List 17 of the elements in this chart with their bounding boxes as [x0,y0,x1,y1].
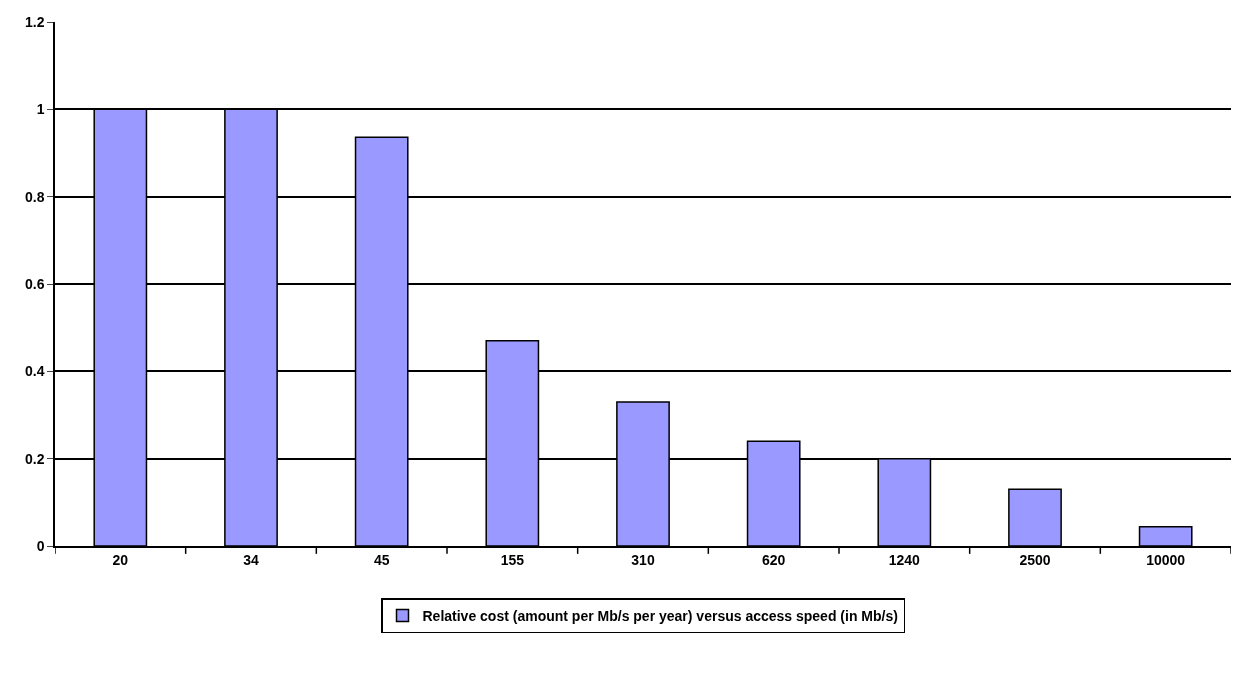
x-tick-label: 620 [761,551,786,568]
y-tick-label: 0.6 [24,275,45,292]
y-tick-label: 1 [36,101,45,118]
x-tick-label: 155 [500,551,525,568]
x-tick-label: 20 [112,551,129,568]
x-tick-label: 310 [631,551,655,568]
legend-label: Relative cost (amount per Mb/s per year) versus access speed (in Mb/s) [422,607,898,624]
x-tick-label: 1240 [888,551,921,568]
x-tick-label: 45 [373,551,390,568]
y-tick-label: 0.2 [24,450,45,467]
x-tick-label: 2500 [1019,551,1051,568]
y-tick-label: 0 [36,537,45,554]
y-tick-label: 1.2 [24,13,45,30]
y-tick-label: 0.8 [24,188,45,205]
y-tick-label: 0.4 [24,363,45,380]
x-tick-label: 34 [243,551,259,568]
x-tick-label: 10000 [1146,551,1186,568]
